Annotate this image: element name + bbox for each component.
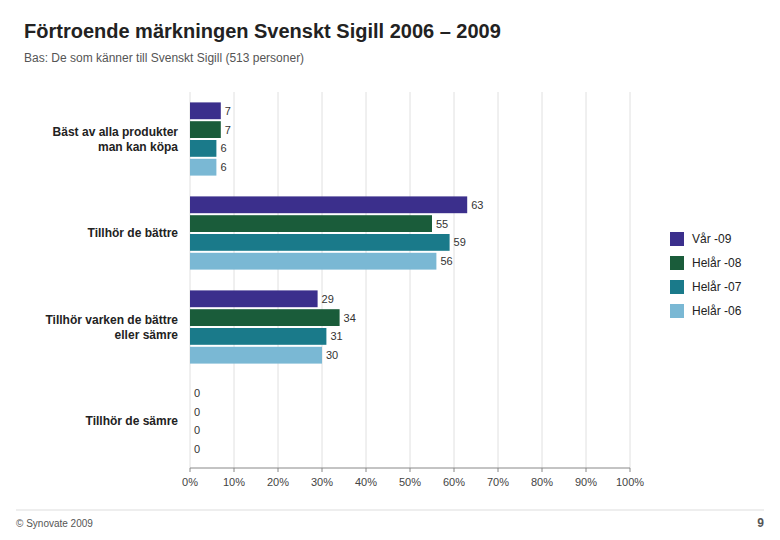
- page-number: 9: [757, 516, 764, 530]
- bar: [190, 253, 436, 270]
- bar: [190, 102, 221, 119]
- category-label: Tillhör varken de bättreeller sämre: [46, 313, 179, 342]
- bar: [190, 140, 216, 157]
- bar: [190, 290, 318, 307]
- tick-label: 100%: [616, 476, 644, 488]
- tick-label: 20%: [267, 476, 289, 488]
- tick-label: 80%: [531, 476, 553, 488]
- grid-line: [454, 92, 455, 468]
- tick-label: 60%: [443, 476, 465, 488]
- bar: [190, 403, 191, 420]
- data-label: 34: [344, 312, 356, 324]
- x-axis: 0% 10% 20% 30% 40% 50% 60% 70% 80% 90% 100%: [182, 468, 644, 488]
- legend-label: Vår -09: [692, 232, 732, 246]
- bars: [190, 102, 467, 363]
- footer-rule: [16, 510, 764, 511]
- bar: [190, 328, 326, 345]
- grid-line: [366, 92, 367, 468]
- legend-swatch: [670, 232, 684, 246]
- grid-line: [586, 92, 587, 468]
- grid-line: [410, 92, 411, 468]
- data-label: 55: [436, 218, 448, 230]
- tick-label: 0%: [182, 476, 198, 488]
- data-label: 29: [322, 293, 334, 305]
- tick-label: 90%: [575, 476, 597, 488]
- data-label: 0: [194, 387, 200, 399]
- data-label: 0: [194, 443, 200, 455]
- grid: [190, 92, 630, 468]
- data-label: 6: [220, 161, 226, 173]
- bar: [190, 347, 322, 364]
- bar: [190, 159, 216, 176]
- grid-line: [630, 92, 631, 468]
- footer: © Synovate 2009 9: [16, 510, 764, 530]
- tick: [278, 468, 279, 472]
- data-labels: 7 7 6 6 63 55 5956 29 3431 30 0 0 0 0: [194, 105, 483, 455]
- bar: [190, 121, 221, 138]
- tick-label: 50%: [399, 476, 421, 488]
- tick-label: 40%: [355, 476, 377, 488]
- data-label: 63: [471, 199, 483, 211]
- tick: [586, 468, 587, 472]
- tick: [410, 468, 411, 472]
- bar: [190, 234, 450, 251]
- category-label: Bäst av alla produkterman kan köpa: [53, 125, 179, 154]
- legend-label: Helår -07: [692, 280, 742, 294]
- category-label: Tillhör de sämre: [86, 414, 179, 428]
- data-label: 7: [225, 124, 231, 136]
- bar: [190, 441, 191, 458]
- bar: [190, 215, 432, 232]
- bar: [190, 309, 340, 326]
- legend-swatch: [670, 280, 684, 294]
- data-label: 56: [440, 255, 452, 267]
- legend-label: Helår -06: [692, 304, 742, 318]
- category-label: Tillhör de bättre: [88, 226, 179, 240]
- title: Förtroende märkningen Svenskt Sigill 200…: [24, 20, 501, 42]
- bar: [190, 422, 191, 439]
- tick: [366, 468, 367, 472]
- grid-line: [498, 92, 499, 468]
- bar: [190, 196, 467, 213]
- chart: Förtroende märkningen Svenskt Sigill 200…: [0, 0, 780, 540]
- legend-swatch: [670, 256, 684, 270]
- tick: [542, 468, 543, 472]
- legend-swatch: [670, 304, 684, 318]
- tick-label: 10%: [223, 476, 245, 488]
- tick-label: 30%: [311, 476, 333, 488]
- data-label: 0: [194, 406, 200, 418]
- grid-line: [322, 92, 323, 468]
- data-label: 31: [330, 330, 342, 342]
- tick: [498, 468, 499, 472]
- data-label: 0: [194, 424, 200, 436]
- tick: [190, 468, 191, 472]
- tick: [322, 468, 323, 472]
- chart-container: Förtroende märkningen Svenskt Sigill 200…: [0, 0, 780, 540]
- data-label: 6: [220, 142, 226, 154]
- bar: [190, 384, 191, 401]
- subtitle: Bas: De som känner till Svenskt Sigill (…: [24, 51, 304, 65]
- grid-line: [234, 92, 235, 468]
- grid-line: [542, 92, 543, 468]
- grid-line: [278, 92, 279, 468]
- tick-label: 70%: [487, 476, 509, 488]
- tick: [630, 468, 631, 472]
- legend: Vår -09 Helår -08 Helår -07 Helår -06: [670, 232, 742, 318]
- data-label: 7: [225, 105, 231, 117]
- data-label: 30: [326, 349, 338, 361]
- legend-label: Helår -08: [692, 256, 742, 270]
- tick: [234, 468, 235, 472]
- tick: [454, 468, 455, 472]
- data-label: 59: [454, 236, 466, 248]
- footer-text: © Synovate 2009: [16, 518, 93, 529]
